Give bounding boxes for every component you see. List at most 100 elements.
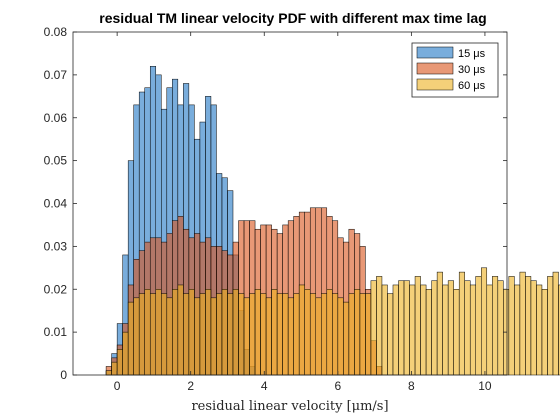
x-tick-label: 2 — [187, 379, 194, 393]
histogram-bar — [370, 280, 377, 376]
histogram-bar — [243, 297, 250, 376]
histogram-bar — [431, 280, 438, 376]
histogram-bar — [315, 297, 322, 376]
histogram-bar — [293, 293, 300, 376]
histogram-bar — [486, 284, 493, 376]
histogram-bar — [525, 276, 532, 376]
axes: 0 2 4 6 8 10 0 0.01 0.02 0.03 0.04 0.05 0.06 0.07 0.08 — [44, 25, 508, 393]
histogram-bar — [403, 280, 410, 376]
histogram-bar — [492, 276, 499, 376]
histogram-bar — [172, 289, 179, 376]
histogram-bar — [392, 284, 399, 376]
x-tick-label: 10 — [478, 379, 492, 393]
histogram-bar — [188, 289, 195, 376]
histogram-bar — [425, 289, 432, 376]
histogram-bar — [519, 271, 526, 376]
histogram-bar — [238, 293, 245, 376]
histogram-bar — [508, 276, 515, 376]
y-tick-label: 0.05 — [44, 154, 68, 168]
histogram-bar — [409, 284, 416, 376]
y-tick-label: 0.04 — [44, 197, 68, 211]
y-tick-label: 0 — [60, 368, 67, 382]
histogram-bar — [536, 284, 543, 376]
histogram-bar — [105, 370, 112, 376]
histogram-bar — [481, 267, 488, 376]
histogram-bar — [436, 271, 443, 376]
histogram-bar — [558, 284, 560, 376]
histogram-bar — [271, 289, 278, 376]
histogram-bar — [304, 289, 311, 376]
y-tick-label: 0.08 — [44, 25, 68, 39]
histogram-bar — [547, 276, 554, 376]
histogram-bar — [442, 284, 449, 376]
x-tick-label: 8 — [408, 379, 415, 393]
histogram-bar — [138, 293, 145, 376]
legend-swatch — [416, 78, 454, 91]
legend-label: 15 μs — [458, 48, 486, 60]
histogram-bar — [365, 293, 372, 376]
histogram-bar — [227, 293, 234, 376]
histogram-bar — [210, 297, 217, 376]
y-tick-label: 0.03 — [44, 239, 68, 253]
histogram-bar — [453, 289, 460, 376]
chart-title: residual TM linear velocity PDF with dif… — [99, 10, 486, 26]
y-tick-label: 0.02 — [44, 282, 68, 296]
histogram-bar — [387, 293, 394, 376]
histogram-bar — [276, 293, 283, 376]
legend: 15 μs 30 μs 60 μs — [411, 42, 499, 98]
histogram-bar — [161, 293, 168, 376]
histogram-bar — [127, 301, 134, 376]
histogram-bar — [309, 293, 317, 376]
y-tick-label: 0.06 — [44, 111, 68, 125]
histogram-bar — [155, 289, 162, 376]
histogram-bar — [149, 293, 157, 376]
histogram-bar — [287, 297, 294, 376]
histogram-bar — [337, 297, 344, 376]
histogram-bar — [530, 280, 537, 376]
histogram-bar — [420, 284, 427, 376]
legend-swatch — [416, 46, 454, 59]
histogram-bar — [464, 280, 471, 376]
histogram-bar — [111, 361, 118, 376]
histogram-bar — [552, 271, 559, 376]
histogram-bar — [194, 297, 201, 376]
histogram-bar — [254, 289, 261, 376]
histogram-bar — [354, 289, 361, 376]
histogram-bar — [199, 293, 206, 376]
histogram-bar — [298, 284, 305, 376]
histogram-bar — [475, 276, 482, 376]
x-tick-label: 6 — [334, 379, 341, 393]
histogram-bar — [260, 293, 267, 376]
histogram-bar — [144, 289, 151, 376]
histogram-bar — [321, 293, 328, 376]
histogram-bar — [133, 297, 140, 376]
histogram-bar — [381, 284, 388, 376]
histogram-bar — [183, 293, 190, 376]
histogram-bar — [541, 289, 548, 376]
histogram-bar — [348, 293, 355, 376]
histogram-bar — [216, 293, 223, 376]
histogram-bar — [221, 289, 228, 376]
histogram-bar — [458, 271, 465, 376]
legend-label: 60 μs — [458, 80, 486, 92]
y-tick-label: 0.07 — [44, 68, 68, 82]
histogram-bar — [122, 331, 129, 376]
histogram-bar — [249, 293, 256, 376]
histogram-bar — [332, 293, 339, 376]
histogram-bar — [326, 289, 333, 376]
histogram-bar — [282, 293, 289, 376]
legend-label: 30 μs — [458, 64, 486, 76]
histogram-bar — [414, 276, 421, 376]
histogram-bar — [265, 297, 272, 376]
histogram-bar — [359, 293, 366, 376]
histogram-bar — [116, 349, 123, 376]
histogram-bar — [232, 289, 239, 376]
histogram-bar — [205, 289, 212, 376]
histogram-bar — [469, 284, 476, 376]
histogram-bar — [177, 284, 184, 376]
histogram-bar — [376, 276, 383, 376]
histogram-bar — [447, 280, 454, 376]
legend-swatch — [416, 62, 454, 75]
y-tick-label: 0.01 — [44, 325, 68, 339]
